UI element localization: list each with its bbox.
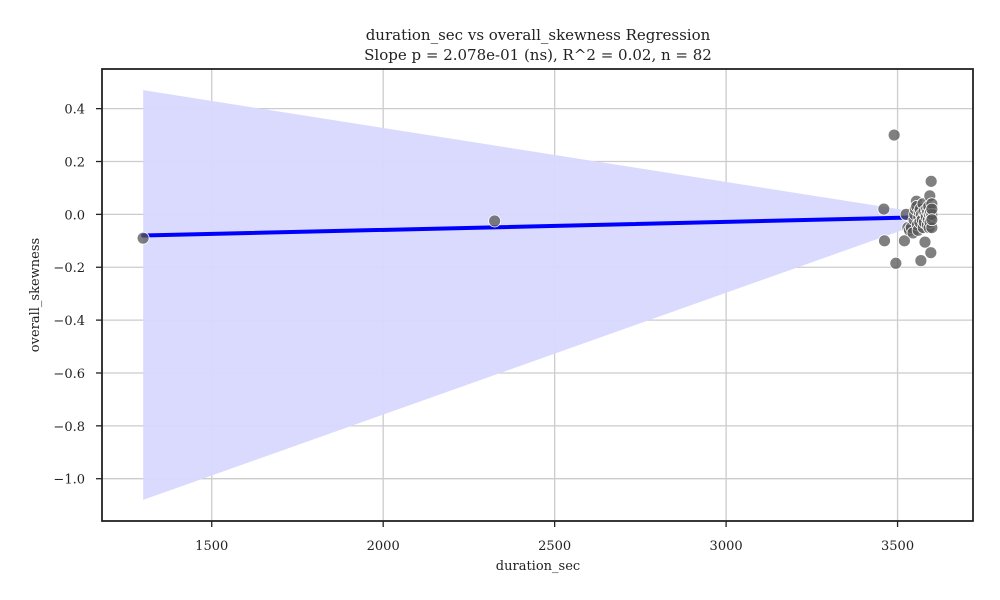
regression-line-layer	[141, 215, 934, 238]
y-tick-label: 0.2	[64, 156, 85, 171]
chart-title: duration_sec vs overall_skewness Regress…	[366, 26, 711, 44]
axis-ticks: 1500 2000 2500 3000 3500 0.4 0.2 0.0 −0.2 −0.4 −0.…	[53, 103, 914, 554]
data-point	[914, 254, 928, 268]
y-tick-label: −0.2	[53, 261, 85, 276]
x-tick-label: 2500	[538, 539, 571, 554]
y-tick-label: −0.6	[53, 367, 85, 382]
data-point	[898, 234, 911, 248]
x-axis-label: duration_sec	[496, 559, 580, 574]
x-tick-label: 3500	[881, 539, 914, 554]
y-tick-label: −0.4	[53, 314, 85, 329]
scatter-points	[136, 128, 939, 270]
data-point	[488, 214, 502, 228]
data-point	[136, 231, 150, 245]
data-point	[878, 234, 891, 248]
y-tick-label: −0.8	[53, 420, 85, 435]
chart-subtitle: Slope p = 2.078e-01 (ns), R^2 = 0.02, n …	[364, 46, 712, 64]
data-point	[877, 202, 891, 216]
y-tick-label: −1.0	[53, 473, 85, 488]
x-tick-label: 3000	[710, 539, 743, 554]
data-point	[887, 128, 901, 142]
plot-frame	[101, 68, 974, 522]
regression-line	[141, 215, 934, 238]
data-point	[918, 235, 932, 249]
y-tick-label: 0.0	[64, 208, 85, 223]
confidence-band	[143, 90, 932, 500]
data-point	[889, 256, 903, 270]
data-point	[924, 246, 938, 260]
x-tick-label: 2000	[367, 539, 400, 554]
data-point	[924, 174, 938, 188]
y-tick-label: 0.4	[64, 103, 85, 118]
confidence-band-layer	[143, 90, 932, 500]
y-axis-label: overall_skewness	[28, 238, 43, 352]
x-tick-label: 1500	[195, 539, 228, 554]
data-point	[925, 213, 939, 227]
